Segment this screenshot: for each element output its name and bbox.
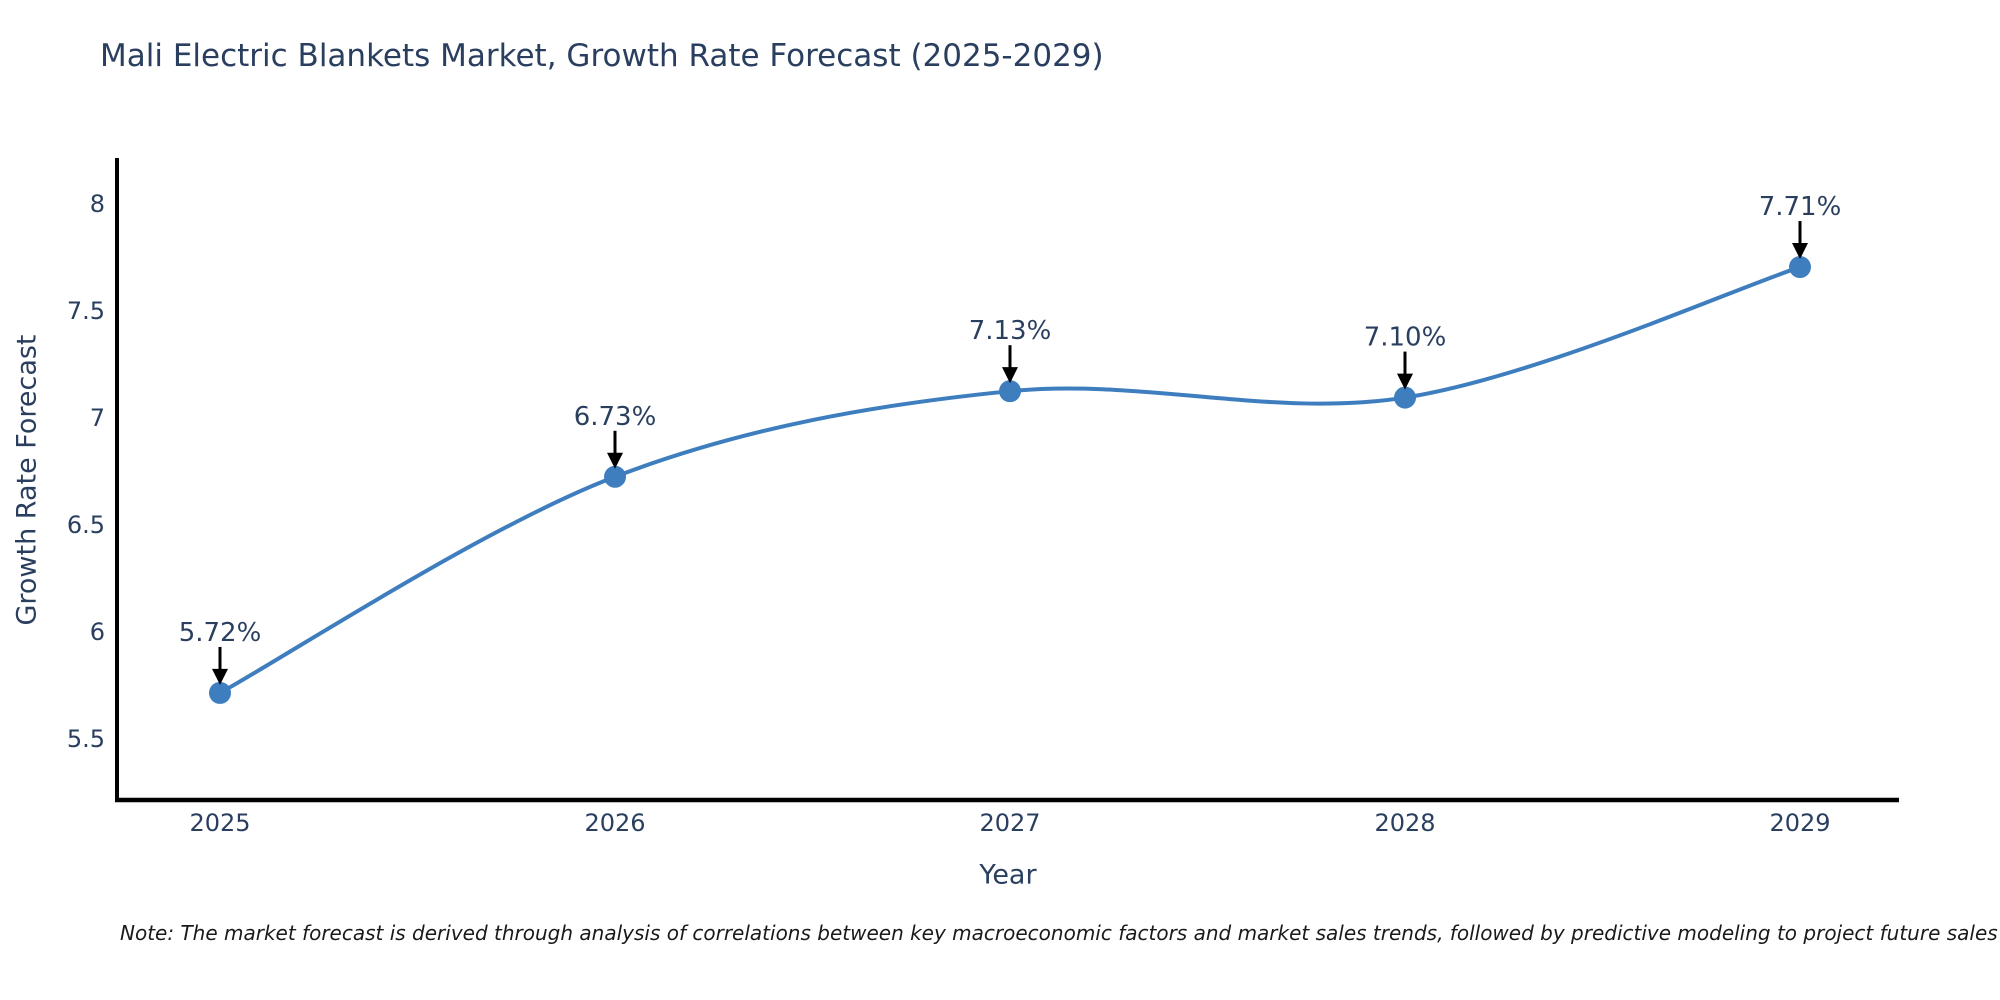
x-axis-title: Year xyxy=(979,859,1037,891)
annotation-arrow-head xyxy=(607,452,623,469)
annotation-arrow-head xyxy=(1397,373,1413,390)
x-tick-label: 2028 xyxy=(1374,809,1435,837)
annotation-arrow-head xyxy=(212,668,228,685)
y-tick-label: 7.5 xyxy=(67,297,105,325)
annotation-arrow-head xyxy=(1002,367,1018,384)
data-point-marker xyxy=(999,380,1021,403)
data-point-marker xyxy=(604,465,626,488)
data-point-marker xyxy=(1789,256,1811,279)
y-tick-label: 6.5 xyxy=(67,511,105,539)
data-point-value-label: 5.72% xyxy=(179,618,262,648)
annotation-arrow-head xyxy=(1792,243,1808,260)
chart-title: Mali Electric Blankets Market, Growth Ra… xyxy=(100,38,1104,74)
x-tick-label: 2027 xyxy=(979,809,1040,837)
y-tick-label: 8 xyxy=(90,190,105,218)
footnote: Note: The market forecast is derived thr… xyxy=(120,921,1998,945)
y-tick-label: 5.5 xyxy=(67,725,105,753)
data-point-marker xyxy=(209,681,231,704)
data-point-value-label: 6.73% xyxy=(574,402,657,432)
x-tick-label: 2026 xyxy=(584,809,645,837)
data-point-value-label: 7.13% xyxy=(969,316,1052,346)
data-point-labels: 5.72% 6.73% 7.13% 7.10% 7.71% xyxy=(179,192,1842,685)
data-point-value-label: 7.10% xyxy=(1364,323,1447,353)
x-axis-tick-labels: 2025 2026 2027 2028 2029 xyxy=(189,809,1830,837)
y-axis-tick-labels: 5.5 6 6.5 7 7.5 8 xyxy=(67,190,105,753)
data-point-markers xyxy=(209,256,1811,704)
x-tick-label: 2029 xyxy=(1769,809,1830,837)
y-tick-label: 6 xyxy=(90,618,105,646)
data-point-value-label: 7.71% xyxy=(1759,192,1842,222)
data-point-marker xyxy=(1394,386,1416,409)
x-tick-label: 2025 xyxy=(189,809,250,837)
y-tick-label: 7 xyxy=(90,404,105,432)
